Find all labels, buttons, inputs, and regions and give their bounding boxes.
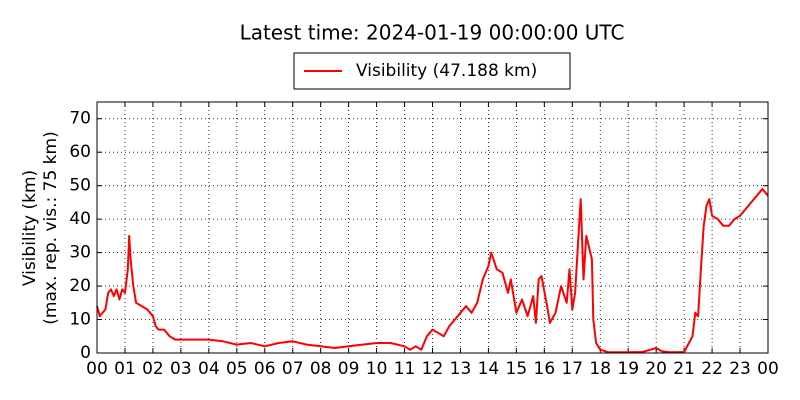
x-tick-label: 14 bbox=[478, 359, 500, 379]
x-tick-label: 02 bbox=[142, 359, 164, 379]
x-tick-label: 15 bbox=[506, 359, 528, 379]
x-tick-label: 04 bbox=[198, 359, 220, 379]
y-axis-label: Visibility (km) bbox=[20, 170, 40, 286]
x-tick-label: 22 bbox=[701, 359, 723, 379]
x-tick-label: 21 bbox=[673, 359, 695, 379]
x-tick-label: 00 bbox=[86, 359, 108, 379]
x-tick-label: 17 bbox=[561, 359, 583, 379]
x-tick-label: 05 bbox=[226, 359, 248, 379]
x-tick-label: 12 bbox=[422, 359, 444, 379]
plot-frame bbox=[96, 101, 769, 354]
x-tick-label: 06 bbox=[254, 359, 276, 379]
y-tick-label: 50 bbox=[69, 176, 91, 196]
y-tick-label: 70 bbox=[69, 109, 91, 129]
x-tick-label: 20 bbox=[645, 359, 667, 379]
y-tick-label: 60 bbox=[69, 142, 91, 162]
y-tick-label: 20 bbox=[69, 276, 91, 296]
x-tick-label: 10 bbox=[366, 359, 388, 379]
x-tick-label: 16 bbox=[534, 359, 556, 379]
y-tick-label: 40 bbox=[69, 209, 91, 229]
x-tick-label: 23 bbox=[729, 359, 751, 379]
y-axis-label: (max. rep. vis.: 75 km) bbox=[41, 131, 61, 324]
x-tick-label: 07 bbox=[282, 359, 304, 379]
x-tick-label: 08 bbox=[310, 359, 332, 379]
legend-label: Visibility (47.188 km) bbox=[356, 61, 537, 81]
y-tick-label: 10 bbox=[69, 310, 91, 330]
x-tick-label: 03 bbox=[170, 359, 192, 379]
x-tick-label: 09 bbox=[338, 359, 360, 379]
x-tick-label: 18 bbox=[589, 359, 611, 379]
x-tick-label: 19 bbox=[617, 359, 639, 379]
data-line bbox=[96, 188, 769, 354]
x-tick-label: 00 bbox=[757, 359, 779, 379]
y-tick-label: 30 bbox=[69, 243, 91, 263]
x-tick-label: 11 bbox=[394, 359, 416, 379]
x-tick-label: 01 bbox=[114, 359, 136, 379]
y-tick-label: 0 bbox=[80, 343, 91, 363]
x-tick-label: 13 bbox=[450, 359, 472, 379]
chart-title: Latest time: 2024-01-19 00:00:00 UTC bbox=[240, 21, 625, 45]
